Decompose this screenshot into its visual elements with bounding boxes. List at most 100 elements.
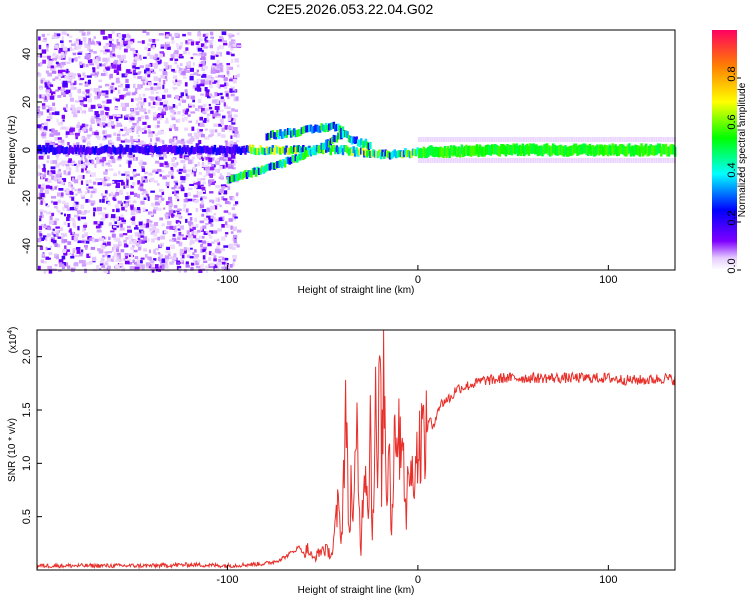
noise-speck [215, 70, 220, 74]
noise-speck [172, 233, 176, 237]
noise-speck [148, 82, 152, 86]
noise-speck [61, 160, 66, 165]
noise-speck [60, 139, 65, 144]
band-edge [443, 137, 445, 142]
noise-speck [154, 142, 157, 145]
noise-speck [192, 99, 195, 103]
trace-mark [663, 144, 666, 155]
trace-mark [289, 156, 293, 164]
noise-speck [191, 156, 195, 160]
noise-speck [168, 171, 172, 175]
noise-speck [73, 237, 79, 242]
noise-speck [187, 114, 191, 117]
noise-speck [210, 110, 214, 114]
noise-speck [220, 84, 225, 88]
noise-speck [59, 47, 64, 53]
trace-mark [340, 132, 343, 140]
band-edge [609, 137, 612, 142]
trace-mark [302, 153, 305, 161]
noise-speck [189, 241, 193, 246]
trace-mark [596, 144, 599, 155]
band-edge [667, 158, 669, 163]
trace-mark [353, 149, 357, 157]
trace-mark [486, 144, 489, 155]
noise-speck [153, 76, 159, 81]
noise-speck [205, 173, 210, 176]
noise-speck [119, 241, 122, 246]
noise-speck [189, 228, 194, 232]
noise-speck [185, 265, 190, 268]
noise-speck [45, 185, 50, 189]
noise-speck [98, 79, 103, 83]
trace-mark [580, 144, 584, 155]
noise-speck [154, 252, 157, 255]
noise-speck [120, 214, 124, 218]
trace-mark [134, 145, 137, 153]
trace-mark [658, 143, 662, 154]
noise-speck [77, 176, 82, 180]
noise-speck [80, 157, 83, 162]
trace-mark [353, 137, 357, 144]
trace-mark [239, 148, 243, 155]
trace-mark [79, 145, 83, 153]
noise-speck [221, 99, 225, 103]
noise-speck [71, 58, 74, 63]
noise-speck [88, 199, 91, 203]
trace-mark [136, 144, 139, 152]
noise-speck [177, 236, 181, 241]
noise-speck [81, 128, 87, 132]
colorbar-tick-label: 0.0 [726, 258, 738, 273]
noise-speck [185, 110, 188, 115]
noise-speck [69, 190, 73, 195]
band-edge [511, 158, 514, 163]
noise-speck [175, 220, 180, 223]
noise-speck [81, 211, 86, 215]
noise-speck [221, 266, 225, 270]
noise-speck [64, 76, 69, 80]
noise-speck [192, 226, 196, 230]
noise-speck [219, 44, 222, 49]
noise-speck [231, 117, 234, 121]
noise-speck [200, 93, 205, 96]
band-edge [481, 158, 484, 163]
noise-speck [63, 239, 68, 243]
band-edge [653, 158, 656, 163]
band-edge [646, 137, 649, 142]
noise-speck [207, 243, 212, 247]
noise-speck [96, 229, 102, 233]
noise-speck [223, 184, 228, 188]
noise-speck [65, 164, 70, 167]
noise-speck [77, 56, 81, 59]
trace-mark [594, 145, 598, 156]
noise-speck [196, 69, 199, 73]
noise-speck [204, 76, 209, 81]
trace-mark [232, 175, 235, 183]
noise-speck [219, 118, 224, 123]
noise-speck [95, 113, 100, 118]
noise-speck [230, 59, 234, 63]
band-edge [461, 137, 464, 142]
noise-speck [191, 126, 195, 131]
noise-speck [39, 61, 43, 67]
noise-speck [86, 253, 91, 258]
noise-speck [207, 160, 212, 165]
trace-mark [346, 131, 349, 139]
noise-speck [136, 103, 140, 106]
noise-speck [157, 120, 161, 125]
noise-speck [37, 111, 40, 115]
noise-speck [84, 268, 87, 274]
noise-speck [74, 189, 77, 192]
noise-speck [181, 113, 186, 117]
noise-speck [192, 252, 195, 255]
noise-speck [125, 45, 131, 48]
noise-speck [111, 153, 115, 156]
noise-speck [84, 191, 87, 195]
noise-speck [161, 223, 165, 227]
trace-mark [271, 162, 275, 170]
trace-mark [169, 144, 173, 152]
trace-mark [612, 145, 616, 156]
noise-speck [128, 163, 131, 168]
band-edge [671, 158, 674, 163]
noise-speck [41, 94, 45, 98]
trace-mark [96, 148, 99, 156]
